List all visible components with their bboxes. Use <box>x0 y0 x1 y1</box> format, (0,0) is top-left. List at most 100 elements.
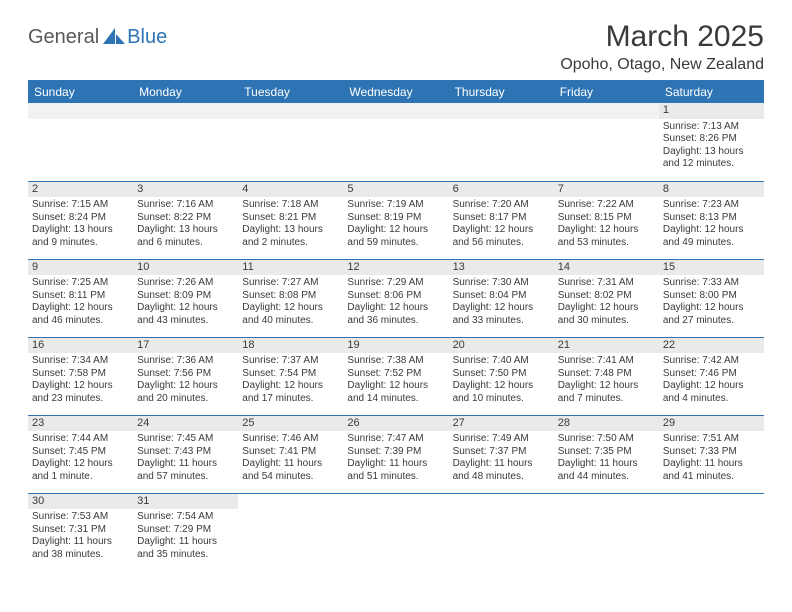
sunset-line: Sunset: 7:43 PM <box>137 446 234 459</box>
sunrise-line: Sunrise: 7:22 AM <box>558 199 655 212</box>
title-block: March 2025 Opoho, Otago, New Zealand <box>560 20 764 74</box>
sunset-line: Sunset: 7:52 PM <box>347 368 444 381</box>
day-cell: 13Sunrise: 7:30 AMSunset: 8:04 PMDayligh… <box>449 259 554 337</box>
calendar-row: 1Sunrise: 7:13 AMSunset: 8:26 PMDaylight… <box>28 103 764 181</box>
sunrise-line: Sunrise: 7:45 AM <box>137 433 234 446</box>
day-number: 25 <box>238 416 343 432</box>
day-cell: 19Sunrise: 7:38 AMSunset: 7:52 PMDayligh… <box>343 337 448 415</box>
day-number: 30 <box>28 494 133 510</box>
calendar-table: SundayMondayTuesdayWednesdayThursdayFrid… <box>28 81 764 571</box>
blank-strip <box>238 103 343 119</box>
empty-cell <box>238 103 343 181</box>
empty-cell <box>659 493 764 571</box>
daylight-line: Daylight: 13 hours and 9 minutes. <box>32 224 129 249</box>
day-number: 29 <box>659 416 764 432</box>
sunset-line: Sunset: 8:09 PM <box>137 290 234 303</box>
day-cell: 8Sunrise: 7:23 AMSunset: 8:13 PMDaylight… <box>659 181 764 259</box>
day-number: 16 <box>28 338 133 354</box>
sunrise-line: Sunrise: 7:29 AM <box>347 277 444 290</box>
day-cell: 4Sunrise: 7:18 AMSunset: 8:21 PMDaylight… <box>238 181 343 259</box>
day-number: 17 <box>133 338 238 354</box>
day-number: 24 <box>133 416 238 432</box>
day-cell: 28Sunrise: 7:50 AMSunset: 7:35 PMDayligh… <box>554 415 659 493</box>
daylight-line: Daylight: 13 hours and 2 minutes. <box>242 224 339 249</box>
brand-part2: Blue <box>127 26 167 49</box>
blank-strip <box>449 103 554 119</box>
sunset-line: Sunset: 7:39 PM <box>347 446 444 459</box>
daylight-line: Daylight: 13 hours and 6 minutes. <box>137 224 234 249</box>
day-cell: 25Sunrise: 7:46 AMSunset: 7:41 PMDayligh… <box>238 415 343 493</box>
sunrise-line: Sunrise: 7:41 AM <box>558 355 655 368</box>
sunset-line: Sunset: 8:17 PM <box>453 212 550 225</box>
day-number: 6 <box>449 182 554 198</box>
day-number: 12 <box>343 260 448 276</box>
day-number: 1 <box>659 103 764 119</box>
sunset-line: Sunset: 8:15 PM <box>558 212 655 225</box>
daylight-line: Daylight: 11 hours and 57 minutes. <box>137 458 234 483</box>
sunset-line: Sunset: 7:50 PM <box>453 368 550 381</box>
empty-cell <box>554 103 659 181</box>
weekday-thursday: Thursday <box>449 81 554 103</box>
daylight-line: Daylight: 11 hours and 41 minutes. <box>663 458 760 483</box>
day-cell: 11Sunrise: 7:27 AMSunset: 8:08 PMDayligh… <box>238 259 343 337</box>
sunrise-line: Sunrise: 7:44 AM <box>32 433 129 446</box>
sunset-line: Sunset: 7:33 PM <box>663 446 760 459</box>
blank-strip <box>554 103 659 119</box>
empty-cell <box>238 493 343 571</box>
day-number: 7 <box>554 182 659 198</box>
weekday-friday: Friday <box>554 81 659 103</box>
daylight-line: Daylight: 12 hours and 1 minute. <box>32 458 129 483</box>
month-title: March 2025 <box>560 20 764 54</box>
day-cell: 26Sunrise: 7:47 AMSunset: 7:39 PMDayligh… <box>343 415 448 493</box>
day-cell: 3Sunrise: 7:16 AMSunset: 8:22 PMDaylight… <box>133 181 238 259</box>
sunset-line: Sunset: 7:46 PM <box>663 368 760 381</box>
sunrise-line: Sunrise: 7:53 AM <box>32 511 129 524</box>
weekday-wednesday: Wednesday <box>343 81 448 103</box>
daylight-line: Daylight: 11 hours and 51 minutes. <box>347 458 444 483</box>
empty-cell <box>28 103 133 181</box>
sunset-line: Sunset: 8:21 PM <box>242 212 339 225</box>
calendar-row: 23Sunrise: 7:44 AMSunset: 7:45 PMDayligh… <box>28 415 764 493</box>
day-cell: 2Sunrise: 7:15 AMSunset: 8:24 PMDaylight… <box>28 181 133 259</box>
sunrise-line: Sunrise: 7:54 AM <box>137 511 234 524</box>
sail-icon <box>103 28 125 46</box>
day-number: 19 <box>343 338 448 354</box>
day-number: 31 <box>133 494 238 510</box>
calendar-row: 30Sunrise: 7:53 AMSunset: 7:31 PMDayligh… <box>28 493 764 571</box>
sunset-line: Sunset: 7:29 PM <box>137 524 234 537</box>
sunrise-line: Sunrise: 7:51 AM <box>663 433 760 446</box>
day-number: 21 <box>554 338 659 354</box>
empty-cell <box>449 493 554 571</box>
brand-logo: General Blue <box>28 20 167 49</box>
calendar-body: 1Sunrise: 7:13 AMSunset: 8:26 PMDaylight… <box>28 103 764 571</box>
day-cell: 17Sunrise: 7:36 AMSunset: 7:56 PMDayligh… <box>133 337 238 415</box>
blank-strip <box>343 103 448 119</box>
day-cell: 16Sunrise: 7:34 AMSunset: 7:58 PMDayligh… <box>28 337 133 415</box>
daylight-line: Daylight: 12 hours and 53 minutes. <box>558 224 655 249</box>
sunset-line: Sunset: 8:26 PM <box>663 133 760 146</box>
sunset-line: Sunset: 7:48 PM <box>558 368 655 381</box>
day-cell: 14Sunrise: 7:31 AMSunset: 8:02 PMDayligh… <box>554 259 659 337</box>
day-cell: 22Sunrise: 7:42 AMSunset: 7:46 PMDayligh… <box>659 337 764 415</box>
day-number: 22 <box>659 338 764 354</box>
day-number: 3 <box>133 182 238 198</box>
sunset-line: Sunset: 8:00 PM <box>663 290 760 303</box>
day-cell: 20Sunrise: 7:40 AMSunset: 7:50 PMDayligh… <box>449 337 554 415</box>
calendar-row: 16Sunrise: 7:34 AMSunset: 7:58 PMDayligh… <box>28 337 764 415</box>
sunrise-line: Sunrise: 7:23 AM <box>663 199 760 212</box>
sunrise-line: Sunrise: 7:27 AM <box>242 277 339 290</box>
sunrise-line: Sunrise: 7:33 AM <box>663 277 760 290</box>
daylight-line: Daylight: 12 hours and 56 minutes. <box>453 224 550 249</box>
calendar-row: 2Sunrise: 7:15 AMSunset: 8:24 PMDaylight… <box>28 181 764 259</box>
weekday-tuesday: Tuesday <box>238 81 343 103</box>
daylight-line: Daylight: 11 hours and 54 minutes. <box>242 458 339 483</box>
sunset-line: Sunset: 7:37 PM <box>453 446 550 459</box>
day-cell: 5Sunrise: 7:19 AMSunset: 8:19 PMDaylight… <box>343 181 448 259</box>
daylight-line: Daylight: 12 hours and 43 minutes. <box>137 302 234 327</box>
sunset-line: Sunset: 8:22 PM <box>137 212 234 225</box>
sunset-line: Sunset: 8:11 PM <box>32 290 129 303</box>
day-number: 10 <box>133 260 238 276</box>
weekday-saturday: Saturday <box>659 81 764 103</box>
day-number: 18 <box>238 338 343 354</box>
day-cell: 1Sunrise: 7:13 AMSunset: 8:26 PMDaylight… <box>659 103 764 181</box>
